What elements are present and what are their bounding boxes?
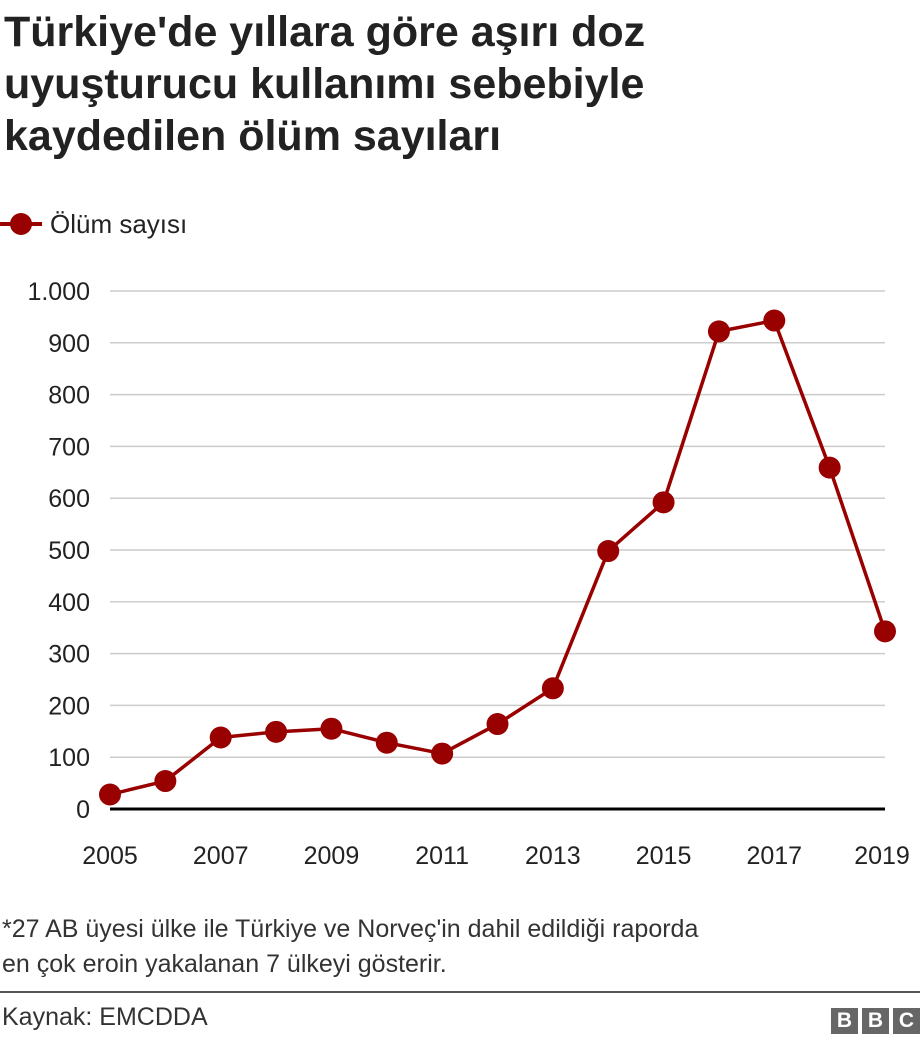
- y-tick-label: 100: [48, 744, 90, 772]
- x-tick-label: 2011: [415, 842, 469, 870]
- data-point: [874, 620, 896, 643]
- legend-label: Ölüm sayısı: [50, 208, 188, 239]
- footnote-line: *27 AB üyesi ülke ile Türkiye ve Norveç'…: [2, 915, 699, 943]
- y-tick-label: 0: [76, 796, 90, 824]
- gridlines: [110, 290, 885, 758]
- data-point: [652, 491, 675, 514]
- x-tick-label: 2007: [193, 842, 249, 870]
- chart-title-line: uyuşturucu kullanımı sebebiyle: [4, 60, 645, 108]
- x-tick-label: 2005: [82, 842, 138, 870]
- y-tick-label: 500: [48, 537, 90, 565]
- y-tick-label: 1.000: [27, 278, 90, 306]
- data-point: [154, 770, 177, 793]
- y-tick-label: 200: [48, 692, 90, 720]
- data-point: [99, 783, 121, 806]
- data-point: [541, 677, 564, 700]
- chart-title-line: Türkiye'de yıllara göre aşırı doz: [4, 8, 646, 56]
- data-point: [320, 717, 343, 740]
- data-point: [818, 456, 841, 479]
- logo-letter-b: B: [831, 1008, 858, 1034]
- y-tick-label: 700: [48, 433, 90, 461]
- data-point: [265, 720, 288, 743]
- x-tick-label: 2019: [854, 842, 910, 870]
- x-axis-tick-labels: 2005 2007 2009 2011 2013 2015 2017 2019: [82, 842, 910, 870]
- logo-letter-c: C: [893, 1008, 920, 1034]
- bbc-logo: B B C: [831, 1008, 920, 1034]
- legend-swatch: [0, 213, 42, 235]
- data-point: [763, 309, 786, 332]
- chart-title: Türkiye'de yıllara göre aşırı doz uyuştu…: [4, 6, 904, 162]
- data-point: [375, 731, 398, 754]
- y-tick-label: 800: [48, 382, 90, 410]
- data-point: [486, 713, 509, 736]
- footnote: *27 AB üyesi ülke ile Türkiye ve Norveç'…: [2, 912, 914, 982]
- y-tick-label: 900: [48, 330, 90, 358]
- logo-letter-b: B: [862, 1008, 889, 1034]
- x-tick-label: 2015: [636, 842, 692, 870]
- data-point: [707, 320, 730, 343]
- data-point: [209, 726, 232, 749]
- chart-legend: Ölüm sayısı: [0, 206, 187, 242]
- x-tick-label: 2013: [525, 842, 581, 870]
- source-text: Kaynak: EMCDDA: [2, 1003, 208, 1031]
- footer-divider: [0, 991, 920, 993]
- data-point: [597, 540, 620, 563]
- data-point: [431, 742, 454, 765]
- y-tick-label: 300: [48, 641, 90, 669]
- series-layer: [99, 309, 896, 806]
- y-tick-label: 400: [48, 589, 90, 617]
- chart-title-line: kaydedilen ölüm sayıları: [4, 112, 502, 160]
- x-tick-label: 2017: [746, 842, 802, 870]
- y-axis-tick-labels: 0 100 200 300 400 500 600 700 800 900 1.000: [27, 278, 90, 824]
- y-tick-label: 600: [48, 485, 90, 513]
- x-tick-label: 2009: [304, 842, 360, 870]
- footnote-line: en çok eroin yakalanan 7 ülkeyi gösterir…: [2, 950, 447, 978]
